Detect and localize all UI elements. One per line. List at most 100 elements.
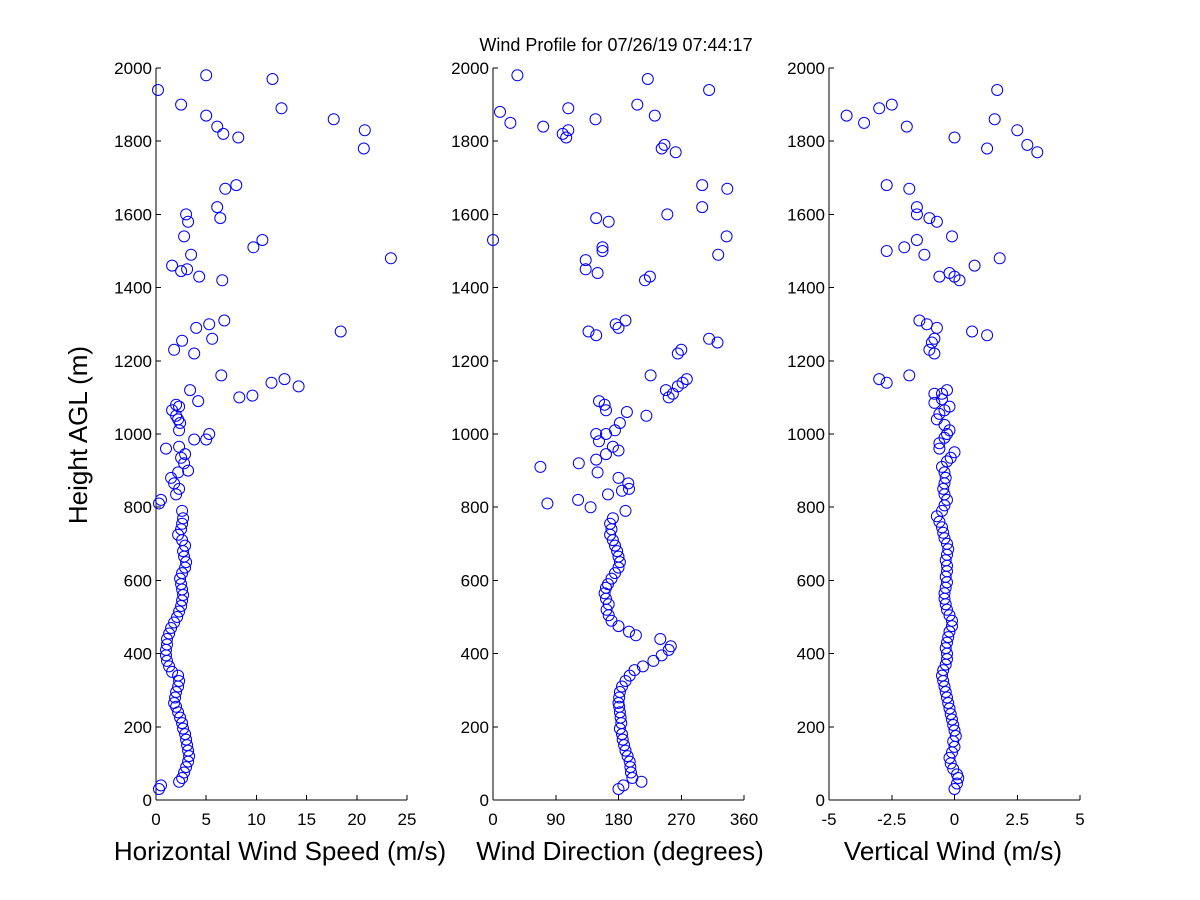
data-point bbox=[623, 755, 636, 768]
data-point bbox=[605, 614, 618, 627]
data-point bbox=[591, 267, 604, 279]
data-point bbox=[662, 643, 675, 656]
data-point bbox=[182, 215, 195, 228]
data-point bbox=[604, 517, 617, 530]
y-tick-label: 600 bbox=[124, 571, 152, 590]
y-tick-label: 0 bbox=[816, 791, 825, 810]
data-point bbox=[641, 73, 654, 85]
data-point bbox=[176, 517, 189, 530]
data-point bbox=[579, 263, 592, 276]
data-point bbox=[193, 270, 206, 283]
data-point bbox=[168, 616, 181, 629]
y-axis-label: Height AGL (m) bbox=[63, 346, 93, 524]
data-point bbox=[640, 409, 653, 422]
data-point bbox=[163, 660, 176, 673]
y-tick-label: 400 bbox=[124, 645, 152, 664]
data-point bbox=[203, 428, 216, 440]
data-point bbox=[172, 528, 185, 541]
data-point bbox=[612, 471, 625, 484]
data-point bbox=[206, 332, 219, 345]
data-point bbox=[179, 539, 192, 552]
y-tick-label: 600 bbox=[461, 571, 489, 590]
panel-wind-direction: 0 200 400 600 800 1000 1200 1400 1600 1800 2000 0 90… bbox=[451, 59, 764, 866]
data-point bbox=[988, 113, 1001, 126]
data-point bbox=[993, 252, 1006, 265]
data-point bbox=[659, 384, 672, 397]
data-point bbox=[619, 744, 632, 757]
data-point bbox=[703, 332, 716, 345]
data-point bbox=[943, 702, 956, 715]
y-tick-label: 1000 bbox=[114, 425, 152, 444]
data-point bbox=[928, 396, 941, 409]
data-point bbox=[233, 391, 246, 404]
data-point bbox=[589, 113, 602, 126]
data-point bbox=[941, 537, 953, 550]
x-axis-label-direction: Wind Direction (degrees) bbox=[476, 836, 764, 866]
data-point bbox=[171, 611, 184, 623]
data-point bbox=[384, 252, 397, 265]
data-point bbox=[664, 640, 677, 653]
data-point bbox=[265, 376, 278, 389]
data-point bbox=[712, 248, 725, 261]
data-point bbox=[930, 321, 943, 334]
data-point bbox=[200, 433, 213, 446]
data-point bbox=[658, 138, 671, 151]
data-point bbox=[590, 212, 603, 225]
y-tick-label: 1200 bbox=[787, 352, 825, 371]
data-point bbox=[941, 384, 953, 397]
data-point bbox=[602, 598, 615, 611]
data-point bbox=[631, 98, 644, 111]
x-tick-label: 360 bbox=[730, 810, 758, 829]
data-point bbox=[941, 636, 953, 649]
data-point bbox=[644, 369, 657, 382]
y-tick-label: 200 bbox=[797, 718, 825, 737]
y-tick-label: 800 bbox=[797, 498, 825, 517]
y-tick-label: 1800 bbox=[114, 132, 152, 151]
data-point bbox=[680, 373, 693, 386]
data-point bbox=[636, 660, 649, 673]
y-tick-label: 600 bbox=[797, 571, 825, 590]
y-tick-label: 1400 bbox=[451, 279, 489, 298]
data-point bbox=[188, 347, 201, 360]
data-point bbox=[900, 120, 913, 133]
data-point bbox=[246, 389, 259, 402]
data-point bbox=[560, 131, 573, 144]
data-point bbox=[873, 102, 886, 115]
data-point bbox=[711, 336, 724, 349]
x-tick-label: 90 bbox=[546, 810, 565, 829]
y-tick-label: 1600 bbox=[114, 205, 152, 224]
data-point bbox=[172, 669, 185, 682]
data-point bbox=[278, 373, 291, 386]
y-tick-label: 1000 bbox=[787, 425, 825, 444]
data-point bbox=[177, 512, 190, 525]
data-point bbox=[168, 343, 181, 356]
data-point bbox=[613, 691, 626, 704]
data-point bbox=[178, 230, 191, 243]
data-point bbox=[943, 609, 956, 622]
data-point bbox=[662, 391, 675, 404]
y-tick-label: 1000 bbox=[451, 425, 489, 444]
data-point bbox=[920, 318, 933, 331]
data-point bbox=[174, 711, 187, 724]
data-point bbox=[358, 124, 371, 137]
data-point bbox=[590, 329, 603, 342]
data-point bbox=[880, 376, 893, 389]
data-point bbox=[609, 539, 621, 552]
data-point bbox=[953, 274, 966, 287]
y-tick-label: 200 bbox=[461, 718, 489, 737]
data-point bbox=[873, 373, 886, 386]
data-point bbox=[939, 471, 952, 484]
data-point bbox=[606, 512, 619, 525]
data-point bbox=[334, 325, 347, 338]
data-point bbox=[155, 779, 167, 792]
data-point bbox=[946, 230, 958, 243]
data-point bbox=[179, 728, 192, 741]
data-point bbox=[173, 605, 186, 618]
data-point bbox=[621, 750, 634, 763]
data-point bbox=[968, 259, 981, 272]
data-point bbox=[562, 102, 575, 115]
data-point bbox=[946, 614, 958, 627]
data-point bbox=[942, 697, 955, 709]
data-point bbox=[898, 241, 911, 254]
data-point bbox=[936, 504, 948, 517]
